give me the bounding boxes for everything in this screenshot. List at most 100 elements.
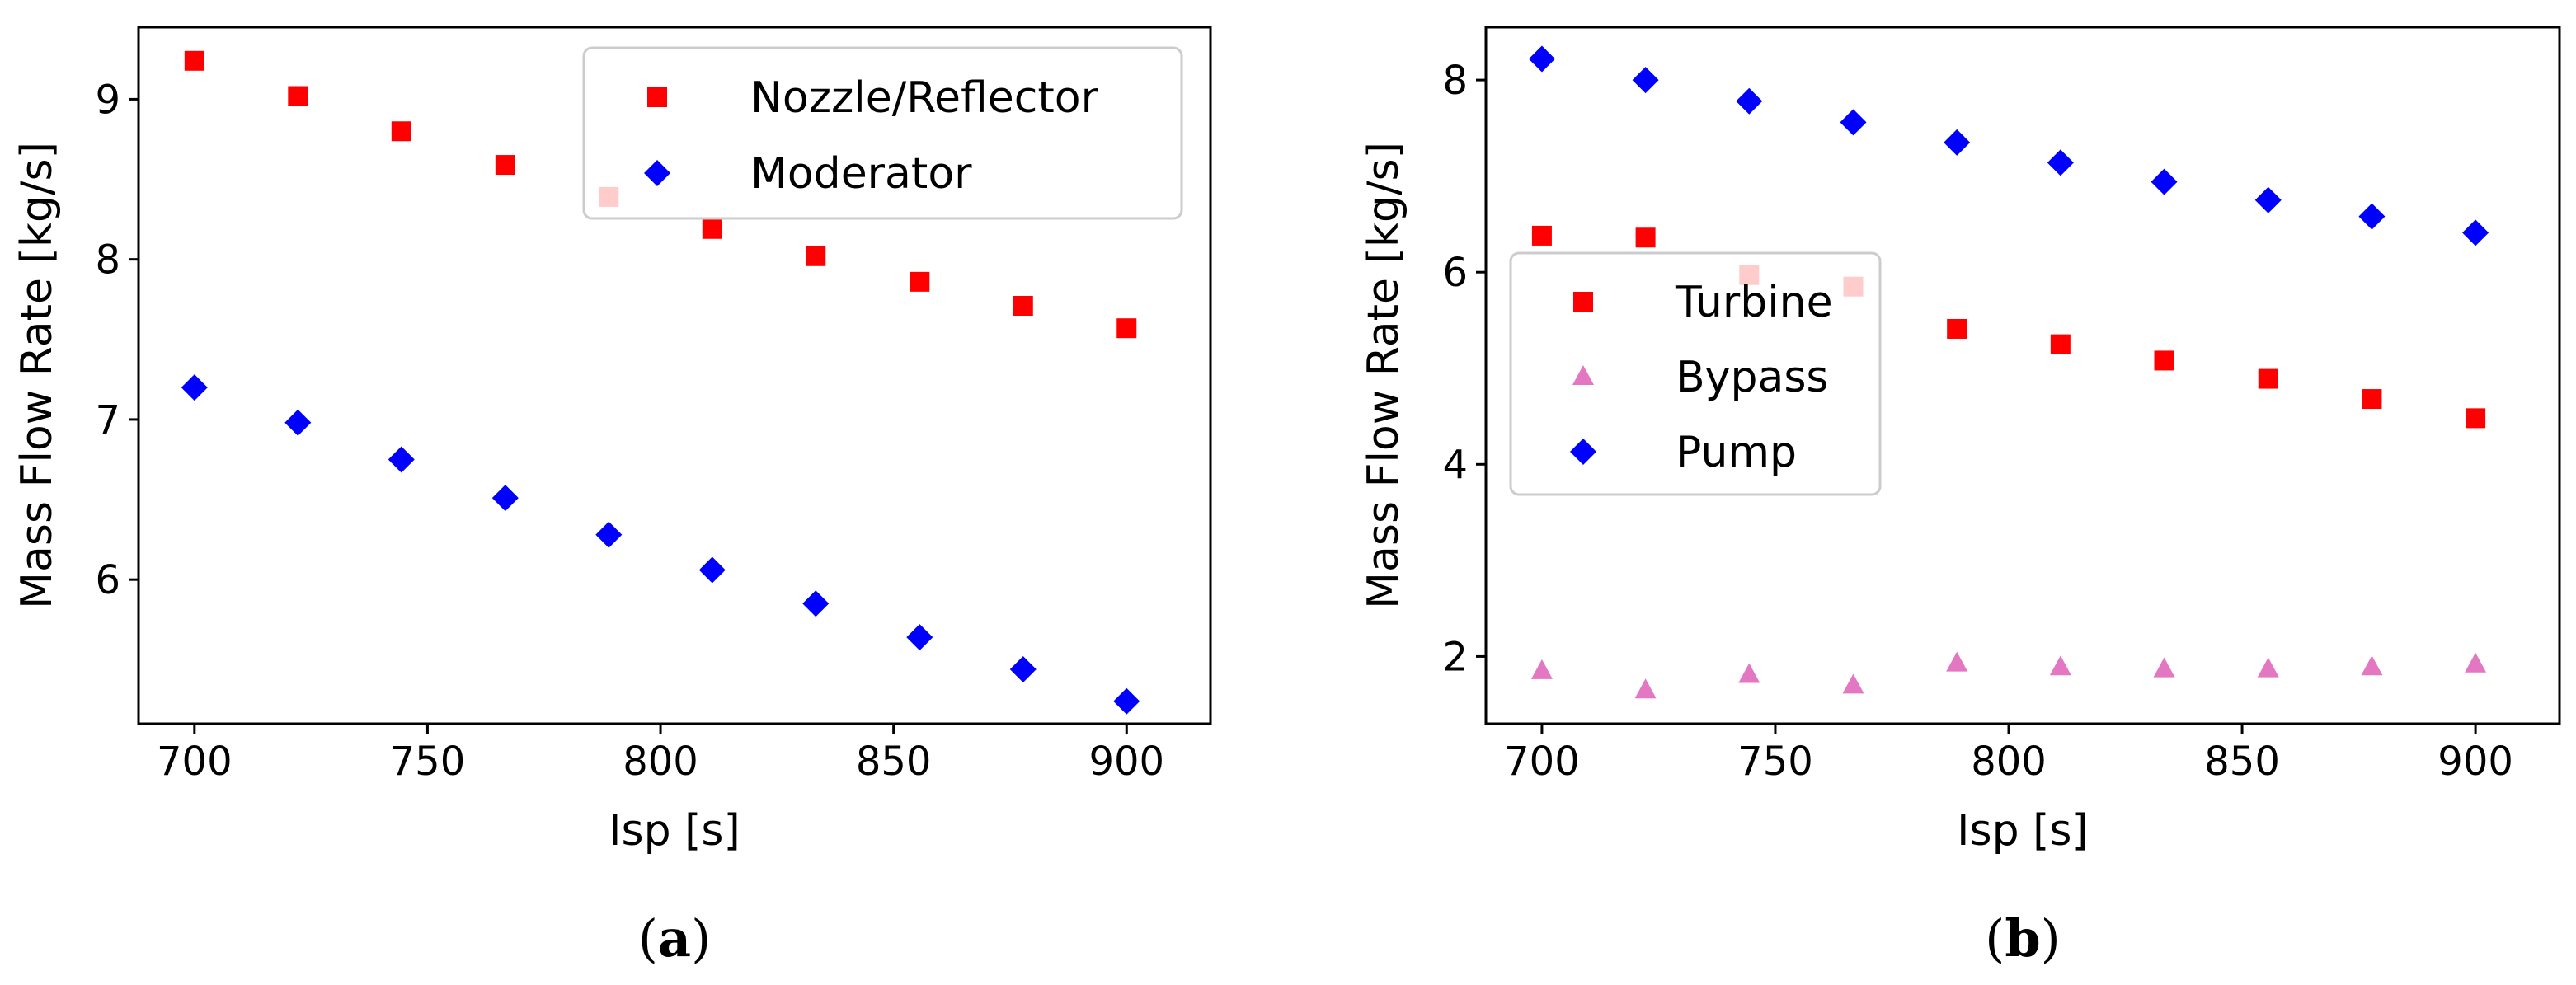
- x-tick-label: 850: [856, 739, 932, 785]
- data-point: [1842, 673, 1864, 694]
- data-point: [2047, 149, 2074, 176]
- data-point: [2049, 655, 2071, 676]
- panel-label-open: (: [638, 908, 658, 969]
- data-point: [1947, 318, 1967, 339]
- legend-label: Turbine: [1675, 278, 1833, 327]
- x-axis-title: Isp [s]: [609, 806, 740, 856]
- data-point: [1528, 45, 1555, 73]
- legend-box: [1509, 251, 1882, 496]
- data-point: [1634, 678, 1657, 699]
- data-point: [184, 50, 204, 71]
- y-tick-label: 8: [95, 237, 120, 284]
- data-point: [2358, 203, 2386, 230]
- legend: Turbine Bypass Pump: [1509, 251, 1882, 496]
- panel-label-letter: b: [2005, 908, 2040, 969]
- legend-marker: [1573, 292, 1593, 312]
- data-point: [181, 374, 208, 401]
- legend-label: Pump: [1676, 428, 1797, 477]
- data-point: [491, 485, 519, 512]
- data-point: [2257, 657, 2279, 678]
- data-point: [2153, 657, 2175, 678]
- chart-a: 700 750 800 850 900 6 7 8 9 Isp [s] Mass Flow Rate…: [12, 26, 1212, 969]
- data-point: [1635, 227, 1656, 248]
- data-point: [1009, 655, 1037, 682]
- legend-marker: [647, 87, 667, 107]
- x-tick-label: 800: [623, 739, 698, 785]
- y-tick-label: 9: [95, 77, 120, 123]
- data-point: [495, 155, 515, 176]
- data-point: [2258, 368, 2278, 389]
- data-point: [388, 446, 415, 473]
- x-axis-title: Isp [s]: [1957, 806, 2089, 856]
- legend-box: [582, 46, 1183, 220]
- y-tick-label: 8: [1442, 58, 1468, 104]
- panel-label: (b): [1985, 908, 2061, 969]
- chart-b: 700 750 800 850 900 2 4 6 8 Isp [s] Mass Flow Rate…: [1359, 26, 2561, 969]
- data-point: [2362, 389, 2382, 410]
- data-point: [2462, 219, 2489, 246]
- y-tick-label: 4: [1442, 442, 1468, 488]
- data-point: [1946, 651, 1968, 672]
- legend-label: Bypass: [1676, 353, 1829, 402]
- data-point: [2154, 350, 2174, 371]
- data-point: [906, 624, 933, 651]
- data-point: [1013, 296, 1033, 316]
- data-point: [1840, 109, 1867, 136]
- panel-label-open: (: [1985, 908, 2005, 969]
- legend-label: Nozzle/Reflector: [750, 73, 1099, 123]
- plot-area-frame: [137, 26, 1212, 725]
- data-point: [698, 556, 726, 584]
- data-point: [595, 521, 623, 548]
- y-axis-title: Mass Flow Rate [kg/s]: [12, 142, 62, 609]
- series-bypass: [1530, 651, 2487, 699]
- data-point: [1632, 67, 1659, 94]
- plot-area-frame: [1484, 26, 2561, 725]
- data-point: [2361, 655, 2383, 676]
- data-point: [2050, 334, 2071, 354]
- y-tick-label: 2: [1442, 634, 1468, 680]
- data-point: [2151, 168, 2178, 195]
- x-tick-label: 800: [1971, 739, 2047, 785]
- series-pump: [1528, 45, 2489, 246]
- legend-marker: [644, 160, 670, 186]
- panel-label-letter: a: [658, 908, 691, 969]
- legend: Nozzle/Reflector Moderator: [582, 46, 1183, 220]
- data-point: [391, 121, 411, 142]
- data-point: [2254, 186, 2282, 213]
- legend-marker: [1570, 439, 1596, 465]
- data-point: [2466, 408, 2486, 429]
- y-tick-label: 6: [1442, 250, 1468, 296]
- data-point: [2465, 652, 2487, 673]
- x-tick-label: 850: [2204, 739, 2280, 785]
- x-tick-label: 900: [2437, 739, 2513, 785]
- x-tick-label: 750: [1737, 739, 1813, 785]
- y-tick-label: 6: [95, 557, 120, 603]
- x-tick-label: 700: [1504, 739, 1580, 785]
- panel-label-close: ): [691, 908, 711, 969]
- panel-label: (a): [638, 908, 712, 969]
- data-point: [1113, 687, 1140, 715]
- x-tick-label: 700: [157, 739, 233, 785]
- data-point: [806, 246, 826, 266]
- panel-label-close: ): [2041, 908, 2061, 969]
- data-point: [1944, 129, 1971, 156]
- data-point: [910, 271, 930, 292]
- data-point: [1736, 87, 1763, 115]
- legend-label: Moderator: [750, 149, 972, 199]
- x-tick-label: 750: [390, 739, 466, 785]
- data-point: [802, 590, 830, 617]
- data-point: [702, 218, 722, 239]
- x-tick-label: 900: [1088, 739, 1164, 785]
- data-point: [1530, 659, 1553, 679]
- y-tick-label: 7: [95, 397, 120, 443]
- y-axis-title: Mass Flow Rate [kg/s]: [1359, 142, 1408, 609]
- series-moderator: [181, 374, 1140, 715]
- data-point: [284, 409, 312, 436]
- data-point: [1738, 663, 1760, 683]
- data-point: [288, 86, 308, 106]
- legend-marker: [1572, 365, 1594, 385]
- data-point: [1531, 225, 1552, 246]
- data-point: [1116, 318, 1137, 339]
